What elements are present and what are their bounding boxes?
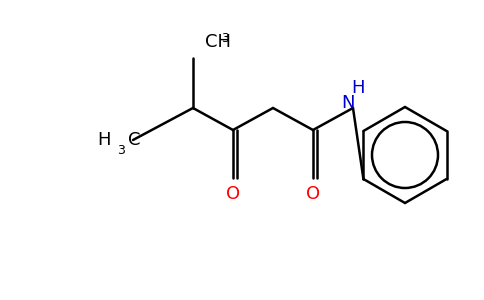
Text: H: H [97, 131, 111, 149]
Text: 3: 3 [117, 144, 125, 157]
Text: C: C [128, 131, 140, 149]
Text: N: N [341, 94, 355, 112]
Text: CH: CH [205, 33, 231, 51]
Text: 3: 3 [221, 32, 229, 46]
Text: O: O [306, 185, 320, 203]
Text: H: H [351, 79, 365, 97]
Text: O: O [226, 185, 240, 203]
